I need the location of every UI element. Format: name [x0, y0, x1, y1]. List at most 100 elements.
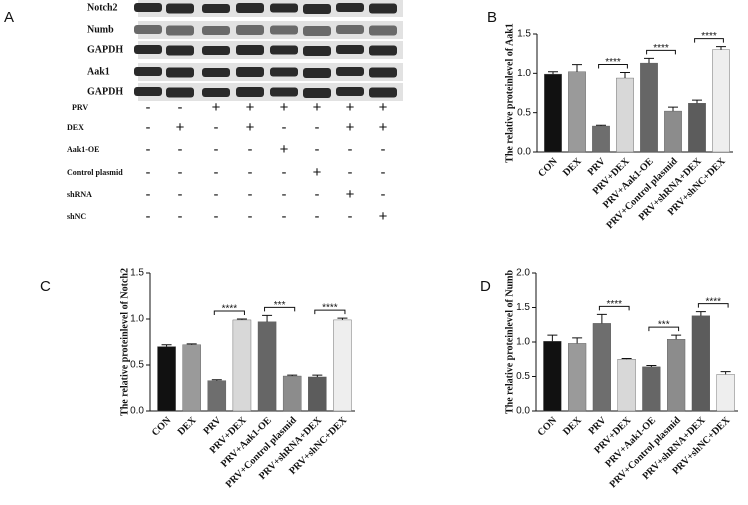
treatment-sign: -	[178, 99, 183, 116]
blot-band	[303, 46, 331, 56]
bar	[308, 376, 327, 412]
treatment-label: shRNA	[67, 190, 92, 199]
blot-band	[303, 88, 331, 98]
significance-label: ***	[658, 320, 670, 331]
treatment-sign: +	[346, 119, 355, 136]
blot-band	[134, 45, 162, 54]
y-tick-label: 0.5	[516, 371, 530, 382]
y-tick-label: 1.5	[517, 29, 531, 40]
treatment-sign: -	[178, 186, 183, 203]
error-bar	[596, 313, 607, 324]
y-axis-label: The relative proteinlevel of Notch2	[119, 268, 130, 416]
blot-band	[369, 87, 397, 98]
treatment-sign: +	[313, 99, 322, 116]
treatment-sign: -	[315, 208, 320, 225]
x-tick-label: DEX	[561, 414, 584, 437]
error-bar	[720, 371, 731, 375]
treatment-sign: -	[214, 186, 219, 203]
treatment-sign: -	[248, 164, 253, 181]
x-tick-label: DEX	[561, 155, 584, 178]
error-bar	[262, 314, 273, 322]
blot-band	[134, 67, 162, 76]
bar	[664, 110, 682, 153]
significance-bracket	[598, 64, 628, 69]
blot-band	[369, 3, 397, 14]
treatment-sign: -	[248, 141, 253, 158]
error-bar	[211, 379, 222, 381]
blot-band	[303, 68, 331, 78]
error-bar	[716, 46, 726, 50]
treatment-sign: -	[315, 119, 320, 136]
y-tick-label: 1.0	[517, 68, 531, 79]
bar	[257, 321, 277, 412]
significance-bracket	[213, 310, 245, 315]
significance-label: ****	[605, 57, 621, 68]
blot-band	[236, 67, 264, 77]
blot-band	[369, 25, 397, 36]
blot-band	[270, 67, 298, 77]
y-tick-label: 1.5	[130, 268, 144, 279]
treatment-label: shNC	[67, 212, 86, 221]
x-tick-label: CON	[536, 155, 560, 179]
treatment-sign: -	[214, 119, 219, 136]
treatment-sign: -	[178, 164, 183, 181]
error-bar	[695, 311, 706, 316]
blot-row-label: Notch2	[87, 2, 118, 13]
treatment-sign: -	[381, 164, 386, 181]
blot-band	[236, 25, 264, 35]
error-bar	[547, 334, 558, 342]
error-bar	[236, 318, 247, 320]
significance-bracket	[314, 309, 346, 315]
bar	[592, 323, 611, 412]
significance-label: ****	[222, 304, 238, 315]
blot-band	[202, 26, 230, 35]
y-tick-label: 0.0	[516, 406, 530, 417]
error-bar	[312, 374, 323, 377]
treatment-label: DEX	[67, 123, 84, 132]
bar	[568, 343, 587, 412]
blot-band	[202, 68, 230, 77]
treatment-sign: -	[178, 208, 183, 225]
treatment-sign: +	[246, 99, 255, 116]
bar	[691, 315, 710, 412]
treatment-sign: -	[282, 208, 287, 225]
error-bar	[668, 106, 678, 112]
treatment-sign: +	[313, 164, 322, 181]
y-tick-label: 1.0	[516, 337, 530, 348]
significance-bracket	[646, 49, 676, 55]
treatment-sign: +	[379, 208, 388, 225]
blot-band	[166, 45, 194, 56]
blot-band	[270, 45, 298, 55]
error-bar	[287, 374, 298, 377]
y-tick-label: 0.0	[130, 406, 144, 417]
treatment-sign: -	[381, 186, 386, 203]
x-tick-label: DEX	[176, 414, 199, 437]
treatment-sign: -	[381, 141, 386, 158]
blot-band	[134, 3, 162, 12]
blot-band	[336, 87, 364, 96]
y-tick-label: 0.5	[130, 360, 144, 371]
blot-band	[369, 67, 397, 78]
treatment-sign: -	[146, 164, 151, 181]
significance-bracket	[697, 303, 729, 308]
blot-band	[336, 67, 364, 76]
treatment-sign: +	[379, 99, 388, 116]
blot-band	[202, 46, 230, 55]
bar	[640, 62, 658, 153]
treatment-sign: -	[248, 186, 253, 203]
panel-letter: C	[40, 278, 51, 295]
treatment-label: Aak1-OE	[67, 145, 99, 154]
bar	[333, 319, 352, 412]
blot-band	[270, 25, 298, 35]
bar	[207, 380, 227, 412]
treatment-sign: -	[315, 141, 320, 158]
significance-label: ****	[322, 303, 338, 314]
treatment-sign: -	[146, 186, 151, 203]
panel-letter: A	[4, 9, 14, 26]
error-bar	[572, 64, 582, 72]
treatment-sign: +	[280, 99, 289, 116]
treatment-sign: +	[346, 186, 355, 203]
bar	[642, 366, 661, 412]
significance-label: ****	[701, 31, 717, 42]
